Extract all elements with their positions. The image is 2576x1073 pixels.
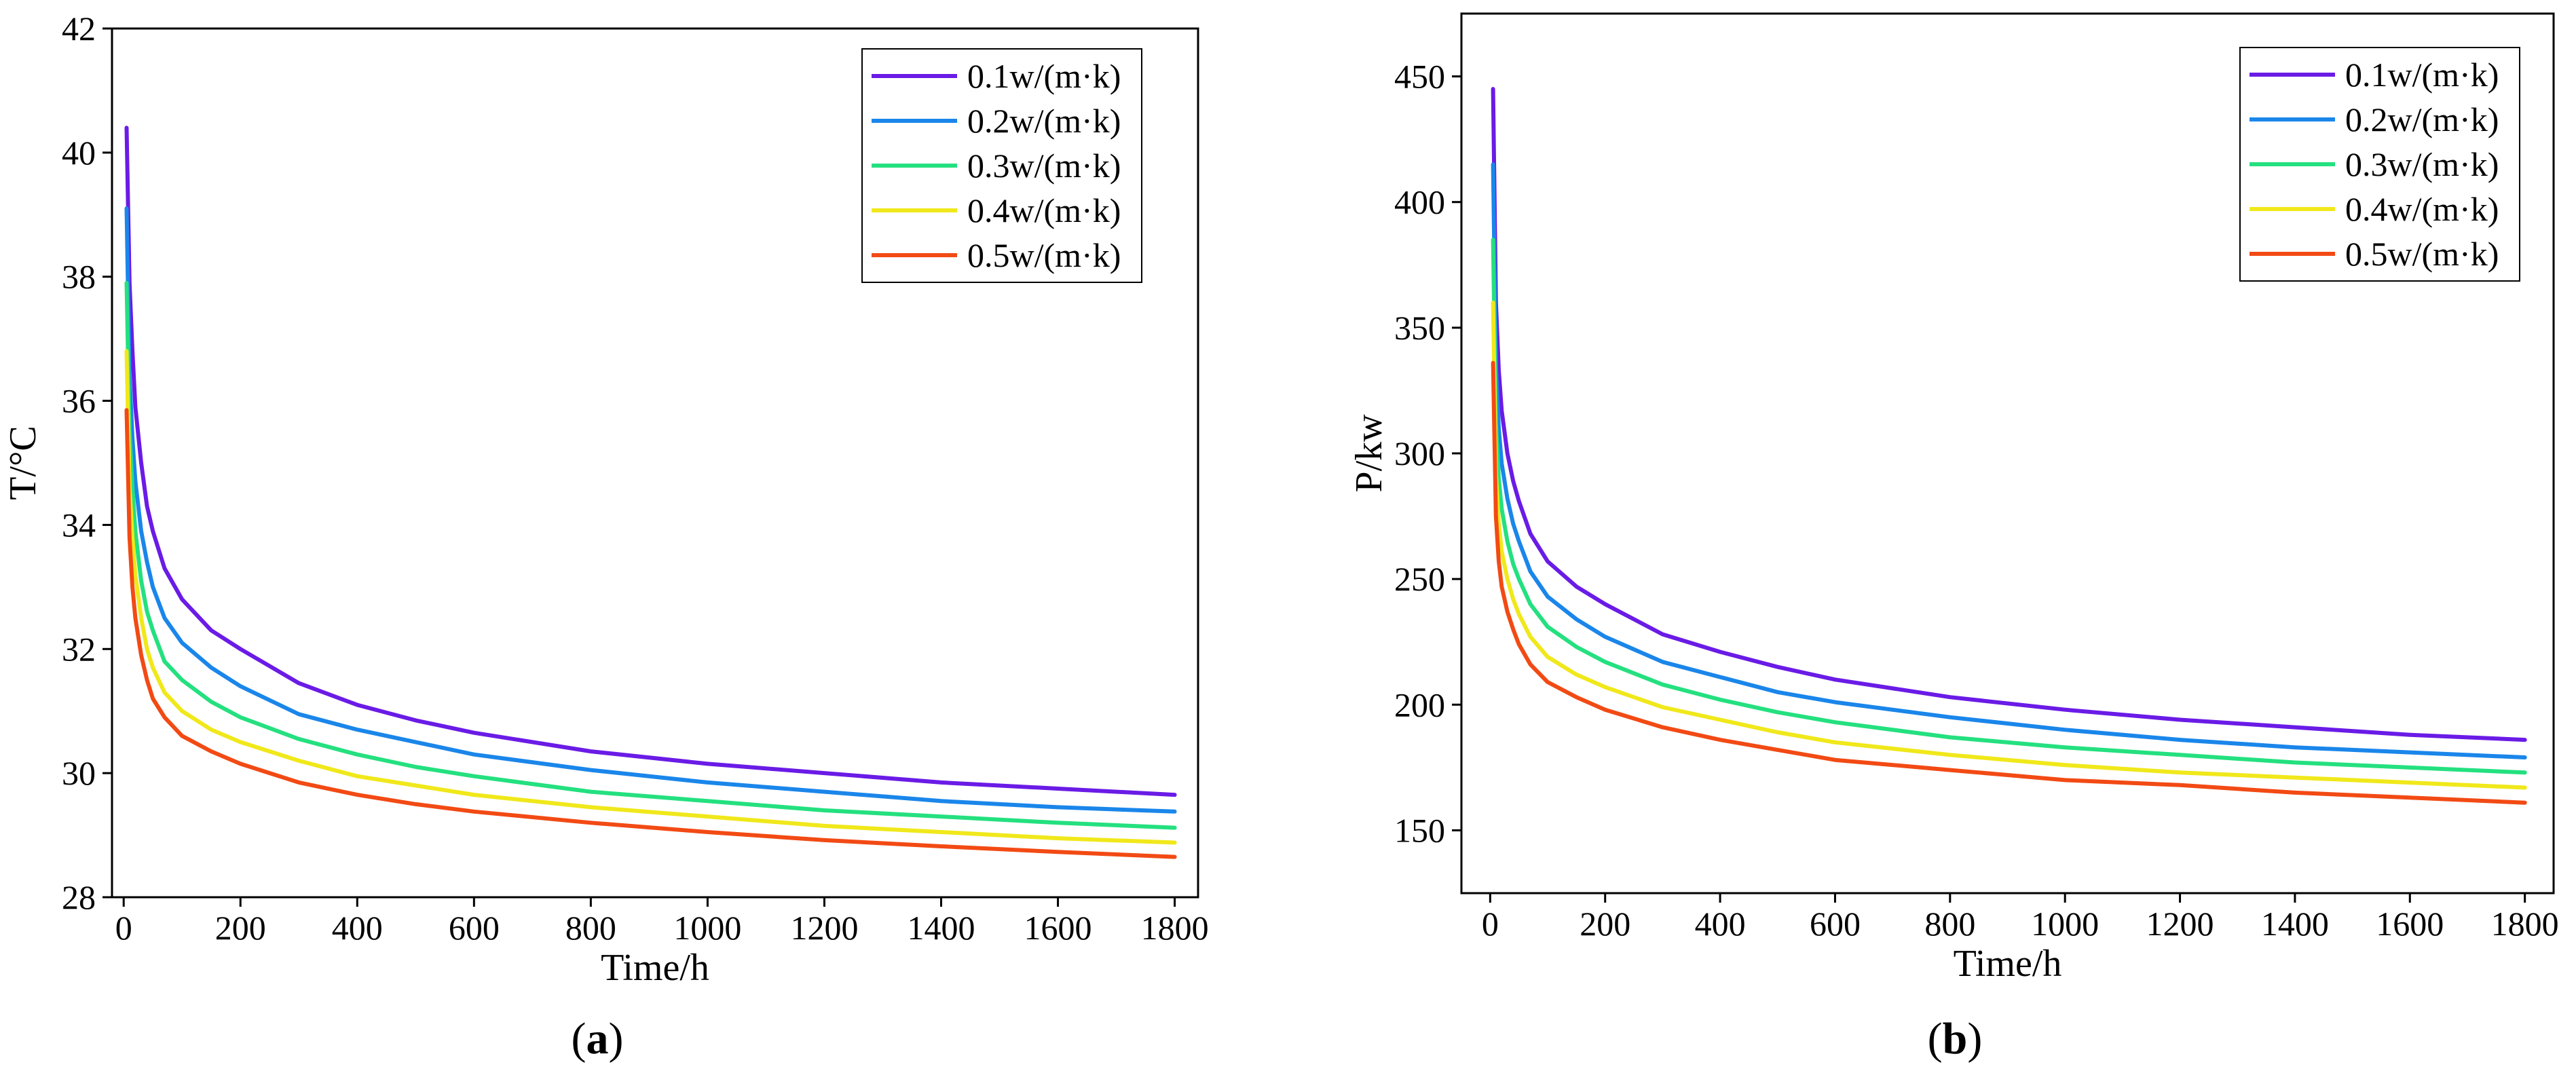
y-tick-label: 300	[1394, 434, 1445, 472]
legend-label: 0.2w/(m·k)	[2345, 100, 2499, 138]
x-tick-label: 400	[332, 909, 383, 947]
y-tick-label: 400	[1394, 183, 1445, 221]
x-tick-label: 800	[1924, 905, 1975, 943]
y-tick-label: 250	[1394, 560, 1445, 598]
y-tick-label: 350	[1394, 309, 1445, 347]
series-line-3	[1491, 300, 2527, 790]
x-tick-label: 1400	[908, 909, 975, 947]
series-line-3	[124, 349, 1177, 845]
y-tick-label: 32	[62, 630, 96, 668]
x-axis-label: Time/h	[601, 947, 709, 989]
x-tick-label: 600	[1810, 905, 1861, 943]
caption-open: (	[1928, 1014, 1943, 1063]
x-tick-label: 0	[1482, 905, 1499, 943]
legend: 0.1w/(m·k) 0.2w/(m·k) 0.3w/(m·k) 0.4w/(m·k)…	[861, 48, 1142, 283]
y-tick-label: 34	[62, 506, 96, 544]
x-tick-label: 1600	[2376, 905, 2444, 943]
legend-label: 0.5w/(m·k)	[967, 236, 1121, 274]
y-tick-label: 40	[62, 134, 96, 172]
x-tick-label: 0	[115, 909, 132, 947]
y-tick-label: 450	[1394, 58, 1445, 96]
series-line-4	[124, 408, 1177, 859]
caption-open: (	[572, 1014, 586, 1063]
x-axis-label: Time/h	[1954, 943, 2062, 985]
legend-label: 0.3w/(m·k)	[2345, 145, 2499, 183]
series-line-4	[1491, 360, 2527, 805]
series-line-2	[124, 280, 1177, 830]
x-tick-label: 1800	[2491, 905, 2559, 943]
series-line-2	[1491, 238, 2527, 775]
caption-close: )	[1967, 1014, 1982, 1063]
y-tick-label: 150	[1394, 811, 1445, 849]
legend-label: 0.3w/(m·k)	[967, 147, 1121, 185]
x-tick-label: 1600	[1024, 909, 1092, 947]
series-line-1	[124, 206, 1177, 814]
caption-letter: a	[586, 1014, 609, 1063]
x-tick-label: 1800	[1141, 909, 1209, 947]
y-tick-label: 28	[62, 878, 96, 916]
x-tick-label: 200	[215, 909, 266, 947]
legend-label: 0.4w/(m·k)	[2345, 190, 2499, 228]
y-axis-label: T/°C	[2, 426, 44, 500]
legend: 0.1w/(m·k) 0.2w/(m·k) 0.3w/(m·k) 0.4w/(m·k)…	[2239, 47, 2520, 282]
x-tick-label: 200	[1580, 905, 1630, 943]
caption: (b)	[1928, 1014, 1983, 1063]
legend-label: 0.4w/(m·k)	[967, 191, 1121, 229]
x-tick-label: 1000	[673, 909, 741, 947]
y-tick-label: 30	[62, 754, 96, 792]
series-line-0	[124, 126, 1177, 797]
x-tick-label: 1200	[790, 909, 858, 947]
chart-b: 0 200 400 600 800 1000 1200 1400 1600 1800 150 200 2…	[1348, 12, 2559, 1063]
plot-frame	[111, 27, 1199, 899]
x-tick-label: 1000	[2031, 905, 2099, 943]
caption: (a)	[572, 1014, 624, 1063]
x-tick-label: 600	[449, 909, 500, 947]
legend-label: 0.1w/(m·k)	[2345, 56, 2499, 94]
series-line-0	[1491, 87, 2527, 742]
x-tick-label: 400	[1695, 905, 1746, 943]
chart-a: 0 200 400 600 800 1000 1200 1400 1600 1800 28 30 32 3…	[2, 10, 1209, 1063]
legend-label: 0.5w/(m·k)	[2345, 235, 2499, 273]
caption-close: )	[609, 1014, 624, 1063]
legend-label: 0.1w/(m·k)	[967, 57, 1121, 95]
x-tick-label: 800	[565, 909, 616, 947]
y-tick-label: 42	[62, 10, 96, 48]
y-tick-label: 38	[62, 258, 96, 296]
series-line-1	[1491, 162, 2527, 759]
y-tick-label: 200	[1394, 685, 1445, 723]
y-tick-label: 36	[62, 382, 96, 420]
y-axis-label: P/kw	[1348, 414, 1390, 493]
x-tick-label: 1200	[2146, 905, 2214, 943]
x-tick-label: 1400	[2261, 905, 2329, 943]
legend-label: 0.2w/(m·k)	[967, 102, 1121, 140]
caption-letter: b	[1943, 1014, 1968, 1063]
